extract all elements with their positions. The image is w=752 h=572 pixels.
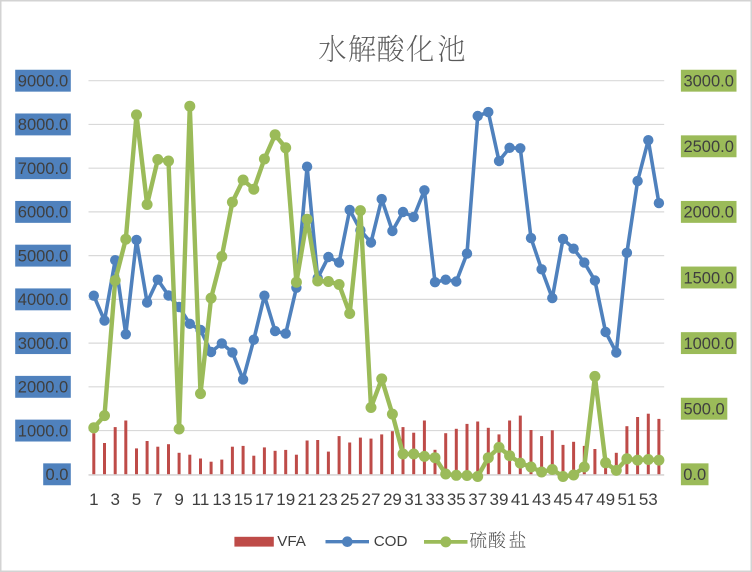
svg-text:4000.0: 4000.0 <box>18 291 68 309</box>
svg-text:5: 5 <box>132 490 141 509</box>
svg-text:47: 47 <box>575 490 594 509</box>
svg-text:13: 13 <box>212 490 231 509</box>
svg-text:2000.0: 2000.0 <box>683 204 733 222</box>
svg-text:31: 31 <box>404 490 423 509</box>
svg-text:49: 49 <box>596 490 615 509</box>
svg-text:51: 51 <box>617 490 636 509</box>
svg-text:17: 17 <box>255 490 274 509</box>
svg-text:VFA: VFA <box>277 533 307 550</box>
svg-text:1000.0: 1000.0 <box>18 422 68 440</box>
svg-text:1: 1 <box>89 490 98 509</box>
svg-text:11: 11 <box>192 490 210 509</box>
svg-text:41: 41 <box>511 490 530 509</box>
svg-text:33: 33 <box>426 490 445 509</box>
svg-text:2000.0: 2000.0 <box>18 379 68 397</box>
svg-text:3000.0: 3000.0 <box>18 335 68 353</box>
svg-text:9: 9 <box>174 490 183 509</box>
svg-text:53: 53 <box>639 490 658 509</box>
svg-text:3: 3 <box>110 490 119 509</box>
svg-text:5000.0: 5000.0 <box>18 247 68 265</box>
svg-text:8000.0: 8000.0 <box>18 116 68 134</box>
svg-text:0.0: 0.0 <box>683 466 706 484</box>
svg-text:3000.0: 3000.0 <box>683 73 733 91</box>
svg-text:45: 45 <box>554 490 573 509</box>
svg-text:23: 23 <box>319 490 338 509</box>
svg-text:6000.0: 6000.0 <box>18 204 68 222</box>
svg-text:29: 29 <box>383 490 402 509</box>
svg-text:43: 43 <box>532 490 551 509</box>
svg-text:1500.0: 1500.0 <box>683 269 733 287</box>
svg-text:21: 21 <box>298 490 317 509</box>
svg-text:500.0: 500.0 <box>683 401 724 419</box>
svg-text:7: 7 <box>153 490 162 509</box>
svg-text:37: 37 <box>468 490 487 509</box>
svg-text:0.0: 0.0 <box>46 466 69 484</box>
svg-text:1000.0: 1000.0 <box>683 335 733 353</box>
svg-text:7000.0: 7000.0 <box>18 160 68 178</box>
svg-text:2500.0: 2500.0 <box>683 138 733 156</box>
svg-text:19: 19 <box>276 490 295 509</box>
svg-text:25: 25 <box>340 490 359 509</box>
svg-text:9000.0: 9000.0 <box>18 73 68 91</box>
svg-text:35: 35 <box>447 490 466 509</box>
svg-text:COD: COD <box>374 533 408 550</box>
svg-text:27: 27 <box>362 490 381 509</box>
svg-text:39: 39 <box>490 490 509 509</box>
svg-text:15: 15 <box>234 490 253 509</box>
